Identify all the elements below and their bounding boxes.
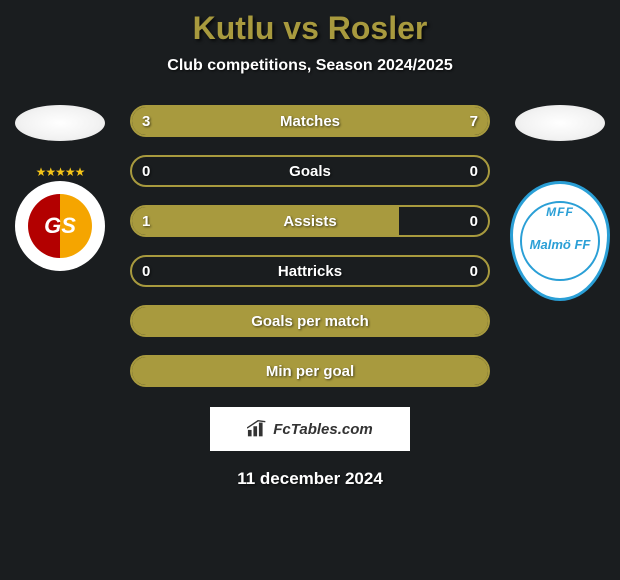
left-club-monogram: GS (28, 194, 92, 258)
left-player-avatar (15, 105, 105, 141)
stats-column: 37Matches 00Goals 10Assists 00Hattricks Goal… (130, 105, 490, 387)
stat-label: Min per goal (132, 357, 488, 385)
stat-label: Goals (132, 157, 488, 185)
left-player-column: ★★★★★ GS (10, 105, 110, 271)
right-club-inner: MFF Malmö FF (520, 201, 600, 281)
stat-label: Hattricks (132, 257, 488, 285)
right-club-badge: MFF Malmö FF (510, 181, 610, 301)
stat-bar-matches: 37Matches (130, 105, 490, 137)
right-player-avatar (515, 105, 605, 141)
attribution-badge[interactable]: FcTables.com (210, 407, 410, 451)
attribution-text: FcTables.com (273, 421, 372, 438)
right-club-top-text: MFF (546, 205, 574, 219)
stars-icon: ★★★★★ (36, 165, 85, 179)
date-text: 11 december 2024 (0, 469, 620, 489)
stat-bar-assists: 10Assists (130, 205, 490, 237)
stat-bar-min-per-goal: Min per goal (130, 355, 490, 387)
comparison-card: Kutlu vs Rosler Club competitions, Seaso… (0, 0, 620, 489)
left-club-badge: ★★★★★ GS (15, 181, 105, 271)
right-club-mid-text: Malmö FF (530, 237, 591, 252)
subtitle: Club competitions, Season 2024/2025 (0, 57, 620, 75)
stat-label: Assists (132, 207, 488, 235)
stat-label: Matches (132, 107, 488, 135)
right-player-column: MFF Malmö FF (510, 105, 610, 301)
stat-bar-hattricks: 00Hattricks (130, 255, 490, 287)
main-row: ★★★★★ GS 37Matches 00Goals 10Assists 00Hatt… (0, 105, 620, 387)
page-title: Kutlu vs Rosler (0, 10, 620, 47)
stat-bar-goals-per-match: Goals per match (130, 305, 490, 337)
stat-label: Goals per match (132, 307, 488, 335)
stat-bar-goals: 00Goals (130, 155, 490, 187)
chart-icon (247, 420, 269, 438)
